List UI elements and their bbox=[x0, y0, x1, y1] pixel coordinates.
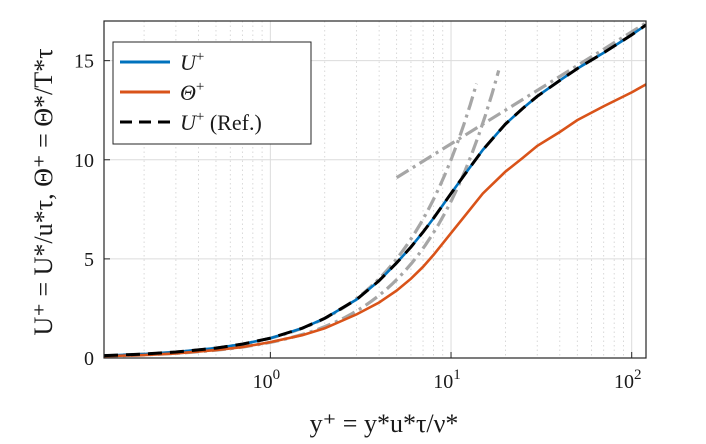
legend-label-0: U+ bbox=[180, 49, 204, 75]
y-tick-label: 10 bbox=[74, 150, 94, 172]
axes-frame bbox=[103, 20, 647, 359]
series-line-1 bbox=[104, 83, 646, 358]
x-tick-label: 100 bbox=[253, 367, 281, 393]
y-tick-label: 0 bbox=[84, 348, 94, 370]
legend-label-2: U+ (Ref.) bbox=[180, 109, 262, 135]
reference-line bbox=[395, 21, 647, 179]
x-axis-label: y⁺ = y*u*τ/ν* bbox=[310, 409, 459, 438]
series-lines bbox=[104, 23, 646, 358]
x-tick-label: 102 bbox=[614, 367, 642, 393]
y-axis-label: U⁺ = U*/u*τ, Θ⁺ = Θ*/T*τ bbox=[29, 48, 58, 335]
series-line-2 bbox=[104, 23, 646, 358]
plot-border bbox=[103, 20, 647, 359]
legend: U+ Θ+ U+ (Ref.) bbox=[112, 41, 312, 145]
legend-label-1: Θ+ bbox=[180, 79, 204, 105]
y-tick-label: 15 bbox=[74, 51, 94, 73]
y-tick-label: 5 bbox=[84, 249, 94, 271]
